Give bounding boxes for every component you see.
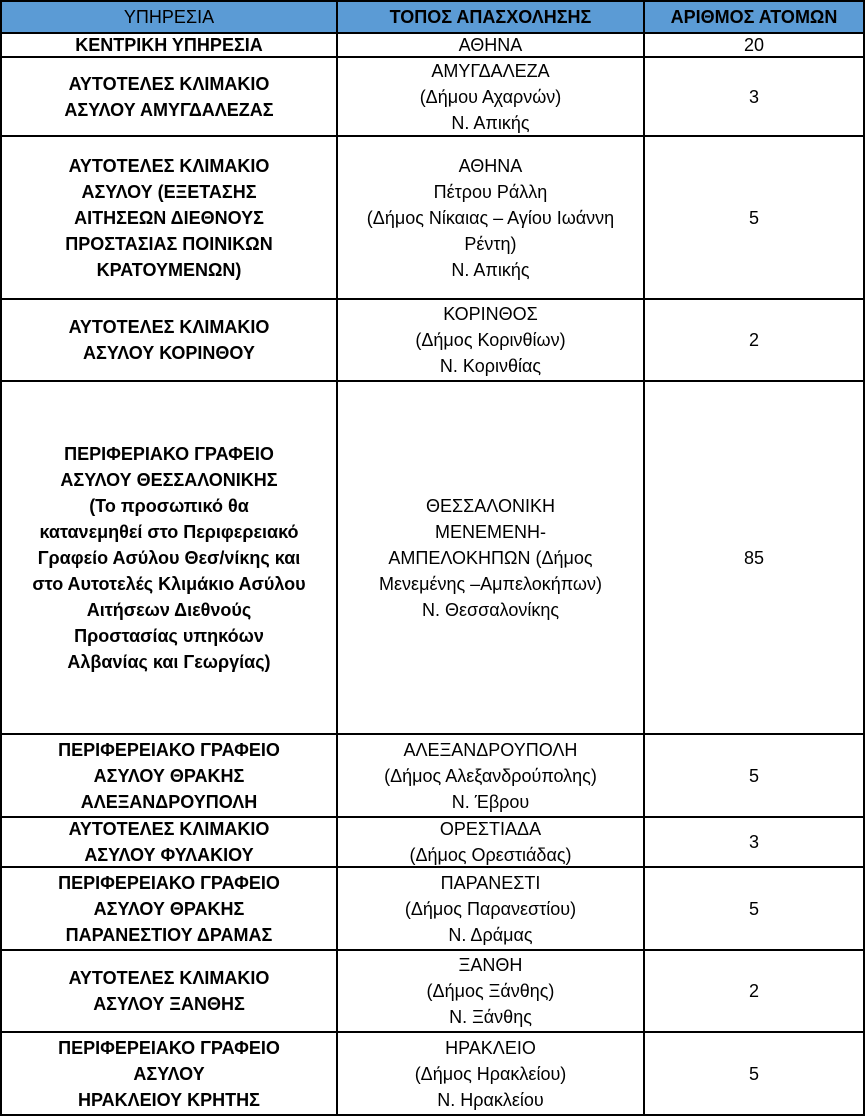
- cell-count: 5: [645, 137, 865, 298]
- service-text: ΑΥΤΟΤΕΛΕΣ ΚΛΙΜΑΚΙΟ ΑΣΥΛΟΥ ΞΑΝΘΗΣ: [68, 968, 270, 1014]
- cell-location: ΑΜΥΓΔΑΛΕΖΑ (Δήμου Αχαρνών) Ν. Απικής: [338, 58, 645, 135]
- cell-count: 3: [645, 58, 865, 135]
- cell-service: ΠΕΡΙΦΕΡΕΙΑΚΟ ΓΡΑΦΕΙΟ ΑΣΥΛΟΥ ΘΡΑΚΗΣ ΑΛΕΞΑ…: [0, 735, 338, 816]
- count-text: 20: [743, 35, 765, 55]
- table-row: ΠΕΡΙΦΕΡΕΙΑΚΟ ΓΡΑΦΕΙΟ ΑΣΥΛΟΥ ΘΡΑΚΗΣ ΑΛΕΞΑ…: [0, 735, 865, 818]
- cell-location: ΞΑΝΘΗ (Δήμος Ξάνθης) Ν. Ξάνθης: [338, 951, 645, 1031]
- table-row: ΑΥΤΟΤΕΛΕΣ ΚΛΙΜΑΚΙΟ ΑΣΥΛΟΥ (ΕΞΕΤΑΣΗΣ ΑΙΤΗ…: [0, 137, 865, 300]
- table-row: ΠΕΡΙΦΕΡΕΙΑΚΟ ΓΡΑΦΕΙΟ ΑΣΥΛΟΥ ΘΡΑΚΗΣ ΠΑΡΑΝ…: [0, 868, 865, 951]
- header-location-label: ΤΟΠΟΣ ΑΠΑΣΧΟΛΗΣΗΣ: [389, 7, 592, 27]
- cell-service: ΠΕΡΙΦΕΡΙΑΚΟ ΓΡΑΦΕΙΟ ΑΣΥΛΟΥ ΘΕΣΣΑΛΟΝΙΚΗΣ …: [0, 382, 338, 733]
- service-text: ΑΥΤΟΤΕΛΕΣ ΚΛΙΜΑΚΙΟ ΑΣΥΛΟΥ (ΕΞΕΤΑΣΗΣ ΑΙΤΗ…: [65, 155, 273, 280]
- cell-location: ΑΘΗΝΑ Πέτρου Ράλλη (Δήμος Νίκαιας – Αγίο…: [338, 137, 645, 298]
- cell-service: ΑΥΤΟΤΕΛΕΣ ΚΛΙΜΑΚΙΟ ΑΣΥΛΟΥ ΦΥΛΑΚΙΟΥ: [0, 818, 338, 866]
- cell-count: 5: [645, 735, 865, 816]
- count-text: 2: [748, 981, 759, 1001]
- service-text: ΑΥΤΟΤΕΛΕΣ ΚΛΙΜΑΚΙΟ ΑΣΥΛΟΥ ΦΥΛΑΚΙΟΥ: [68, 819, 270, 865]
- count-text: 5: [748, 1063, 759, 1084]
- service-text: ΑΥΤΟΤΕΛΕΣ ΚΛΙΜΑΚΙΟ ΑΣΥΛΟΥ ΚΟΡΙΝΘΟΥ: [68, 317, 270, 363]
- cell-location: ΠΑΡΑΝΕΣΤΙ (Δήμος Παρανεστίου) Ν. Δράμας: [338, 868, 645, 949]
- header-service: ΥΠΗΡΕΣΙΑ: [0, 2, 338, 32]
- location-text: ΑΛΕΞΑΝΔΡΟΥΠΟΛΗ (Δήμος Αλεξανδρούπολης) Ν…: [384, 739, 597, 812]
- location-text: ΚΟΡΙΝΘΟΣ (Δήμος Κορινθίων) Ν. Κορινθίας: [415, 304, 566, 376]
- cell-service: ΠΕΡΙΦΕΡΕΙΑΚΟ ΓΡΑΦΕΙΟ ΑΣΥΛΟΥ ΘΡΑΚΗΣ ΠΑΡΑΝ…: [0, 868, 338, 949]
- cell-location: ΚΟΡΙΝΘΟΣ (Δήμος Κορινθίων) Ν. Κορινθίας: [338, 300, 645, 380]
- count-text: 2: [748, 330, 759, 350]
- service-text: ΠΕΡΙΦΕΡΕΙΑΚΟ ΓΡΑΦΕΙΟ ΑΣΥΛΟΥ ΘΡΑΚΗΣ ΠΑΡΑΝ…: [58, 872, 280, 945]
- header-location: ΤΟΠΟΣ ΑΠΑΣΧΟΛΗΣΗΣ: [338, 2, 645, 32]
- cell-service: ΑΥΤΟΤΕΛΕΣ ΚΛΙΜΑΚΙΟ ΑΣΥΛΟΥ ΞΑΝΘΗΣ: [0, 951, 338, 1031]
- cell-location: ΘΕΣΣΑΛΟΝΙΚΗ ΜΕΝΕΜΕΝΗ- ΑΜΠΕΛΟΚΗΠΩΝ (Δήμος…: [338, 382, 645, 733]
- table-body: ΚΕΝΤΡΙΚΗ ΥΠΗΡΕΣΙΑ ΑΘΗΝΑ 20 ΑΥΤΟΤΕΛΕΣ ΚΛΙΜΑΚ…: [0, 34, 865, 1116]
- location-text: ΑΘΗΝΑ Πέτρου Ράλλη (Δήμος Νίκαιας – Αγίο…: [366, 155, 615, 280]
- cell-count: 5: [645, 868, 865, 949]
- header-count: ΑΡΙΘΜΟΣ ΑΤΟΜΩΝ: [645, 2, 865, 32]
- cell-service: ΑΥΤΟΤΕΛΕΣ ΚΛΙΜΑΚΙΟ ΑΣΥΛΟΥ ΑΜΥΓΔΑΛΕΖΑΣ: [0, 58, 338, 135]
- cell-service: ΑΥΤΟΤΕΛΕΣ ΚΛΙΜΑΚΙΟ ΑΣΥΛΟΥ ΚΟΡΙΝΘΟΥ: [0, 300, 338, 380]
- count-text: 85: [743, 547, 765, 568]
- count-text: 5: [748, 898, 759, 919]
- table-row: ΠΕΡΙΦΕΡΕΙΑΚΟ ΓΡΑΦΕΙΟ ΑΣΥΛΟΥ ΗΡΑΚΛΕΙΟΥ ΚΡ…: [0, 1033, 865, 1116]
- cell-count: 2: [645, 951, 865, 1031]
- location-text: ΠΑΡΑΝΕΣΤΙ (Δήμος Παρανεστίου) Ν. Δράμας: [404, 872, 577, 945]
- header-service-label: ΥΠΗΡΕΣΙΑ: [123, 7, 215, 27]
- count-text: 5: [748, 765, 759, 786]
- cell-location: ΟΡΕΣΤΙΑΔΑ (Δήμος Ορεστιάδας): [338, 818, 645, 866]
- count-text: 5: [748, 207, 759, 228]
- cell-location: ΑΘΗΝΑ: [338, 34, 645, 56]
- count-text: 3: [748, 86, 759, 107]
- service-text: ΠΕΡΙΦΕΡΕΙΑΚΟ ΓΡΑΦΕΙΟ ΑΣΥΛΟΥ ΗΡΑΚΛΕΙΟΥ ΚΡ…: [58, 1037, 280, 1110]
- header-count-label: ΑΡΙΘΜΟΣ ΑΤΟΜΩΝ: [670, 7, 838, 27]
- location-text: ΞΑΝΘΗ (Δήμος Ξάνθης) Ν. Ξάνθης: [426, 955, 555, 1027]
- table-row: ΠΕΡΙΦΕΡΙΑΚΟ ΓΡΑΦΕΙΟ ΑΣΥΛΟΥ ΘΕΣΣΑΛΟΝΙΚΗΣ …: [0, 382, 865, 735]
- service-text: ΠΕΡΙΦΕΡΙΑΚΟ ΓΡΑΦΕΙΟ ΑΣΥΛΟΥ ΘΕΣΣΑΛΟΝΙΚΗΣ …: [32, 443, 306, 672]
- cell-count: 5: [645, 1033, 865, 1114]
- location-text: ΑΘΗΝΑ: [458, 35, 523, 55]
- cell-location: ΗΡΑΚΛΕΙΟ (Δήμος Ηρακλείου) Ν. Ηρακλείου: [338, 1033, 645, 1114]
- cell-service: ΚΕΝΤΡΙΚΗ ΥΠΗΡΕΣΙΑ: [0, 34, 338, 56]
- location-text: ΟΡΕΣΤΙΑΔΑ (Δήμος Ορεστιάδας): [409, 819, 572, 865]
- table-row: ΑΥΤΟΤΕΛΕΣ ΚΛΙΜΑΚΙΟ ΑΣΥΛΟΥ ΚΟΡΙΝΘΟΥ ΚΟΡΙΝΘ…: [0, 300, 865, 382]
- cell-count: 85: [645, 382, 865, 733]
- table-row: ΑΥΤΟΤΕΛΕΣ ΚΛΙΜΑΚΙΟ ΑΣΥΛΟΥ ΑΜΥΓΔΑΛΕΖΑΣ ΑΜΥ…: [0, 58, 865, 137]
- service-text: ΠΕΡΙΦΕΡΕΙΑΚΟ ΓΡΑΦΕΙΟ ΑΣΥΛΟΥ ΘΡΑΚΗΣ ΑΛΕΞΑ…: [58, 739, 280, 812]
- cell-service: ΑΥΤΟΤΕΛΕΣ ΚΛΙΜΑΚΙΟ ΑΣΥΛΟΥ (ΕΞΕΤΑΣΗΣ ΑΙΤΗ…: [0, 137, 338, 298]
- cell-location: ΑΛΕΞΑΝΔΡΟΥΠΟΛΗ (Δήμος Αλεξανδρούπολης) Ν…: [338, 735, 645, 816]
- cell-service: ΠΕΡΙΦΕΡΕΙΑΚΟ ΓΡΑΦΕΙΟ ΑΣΥΛΟΥ ΗΡΑΚΛΕΙΟΥ ΚΡ…: [0, 1033, 338, 1114]
- service-text: ΚΕΝΤΡΙΚΗ ΥΠΗΡΕΣΙΑ: [75, 35, 263, 55]
- table-row: ΑΥΤΟΤΕΛΕΣ ΚΛΙΜΑΚΙΟ ΑΣΥΛΟΥ ΞΑΝΘΗΣ ΞΑΝΘΗ (Δ…: [0, 951, 865, 1033]
- location-text: ΑΜΥΓΔΑΛΕΖΑ (Δήμου Αχαρνών) Ν. Απικής: [419, 60, 562, 133]
- cell-count: 2: [645, 300, 865, 380]
- cell-count: 3: [645, 818, 865, 866]
- location-text: ΘΕΣΣΑΛΟΝΙΚΗ ΜΕΝΕΜΕΝΗ- ΑΜΠΕΛΟΚΗΠΩΝ (Δήμος…: [379, 495, 602, 620]
- table-row: ΑΥΤΟΤΕΛΕΣ ΚΛΙΜΑΚΙΟ ΑΣΥΛΟΥ ΦΥΛΑΚΙΟΥ ΟΡΕΣΤΙ…: [0, 818, 865, 868]
- cell-count: 20: [645, 34, 865, 56]
- table-header: ΥΠΗΡΕΣΙΑ ΤΟΠΟΣ ΑΠΑΣΧΟΛΗΣΗΣ ΑΡΙΘΜΟΣ ΑΤΟΜΩ…: [0, 0, 865, 34]
- service-text: ΑΥΤΟΤΕΛΕΣ ΚΛΙΜΑΚΙΟ ΑΣΥΛΟΥ ΑΜΥΓΔΑΛΕΖΑΣ: [64, 73, 274, 120]
- location-text: ΗΡΑΚΛΕΙΟ (Δήμος Ηρακλείου) Ν. Ηρακλείου: [414, 1037, 567, 1110]
- count-text: 3: [748, 832, 759, 852]
- table-row: ΚΕΝΤΡΙΚΗ ΥΠΗΡΕΣΙΑ ΑΘΗΝΑ 20: [0, 34, 865, 58]
